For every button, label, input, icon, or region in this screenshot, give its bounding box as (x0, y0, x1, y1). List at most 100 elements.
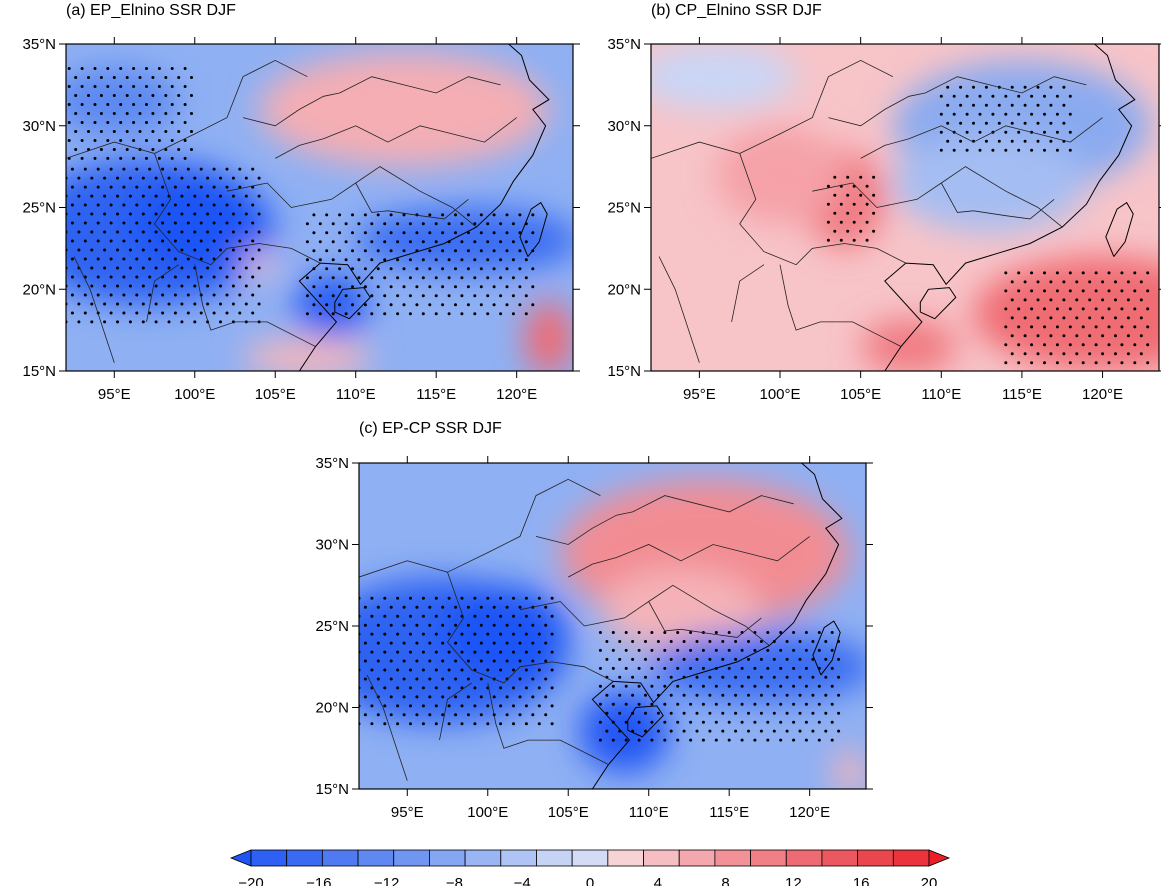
stipple-region-a-2 (305, 213, 535, 316)
field-blob-a-5 (294, 272, 369, 339)
colorbar-swatch-6 (429, 849, 466, 867)
border-line-a-5 (275, 138, 324, 159)
colorbar-swatch-18 (857, 849, 894, 867)
panel-title-c: (c) EP-CP SSR DJF (359, 420, 502, 437)
field-blob-a-2 (66, 68, 179, 134)
border-line-a-6 (339, 76, 501, 94)
lon-tick-label-b-0: 95°E (683, 386, 716, 403)
colorbar-swatch-13 (678, 849, 716, 867)
taiwan-island-c (812, 620, 841, 676)
lon-tick-label-b-3: 110°E (921, 386, 961, 403)
border-line-b-8 (731, 264, 765, 322)
border-line-a-11 (242, 92, 340, 127)
border-line-c-0 (359, 560, 614, 684)
coastlines-b (651, 44, 1136, 371)
border-line-c-6 (632, 495, 794, 513)
field-blob-c-4 (648, 630, 866, 703)
axis-ticks-c: 95°E 100°E 105°E 110°E 115°E 120°E 15°N 20°N 25°… (315, 455, 873, 821)
border-line-a-4 (323, 117, 517, 143)
stipple-region-c-1 (598, 631, 841, 742)
lat-tick-label-a-4: 35°N (22, 36, 56, 53)
lon-tick-label-a-2: 105°E (255, 386, 296, 403)
border-line-c-2 (519, 600, 681, 632)
border-line-c-4 (616, 536, 810, 562)
field-blob-b-4 (860, 318, 958, 371)
border-line-b-7 (779, 264, 902, 347)
coastlines-c (359, 463, 843, 789)
lon-tick-label-b-2: 105°E (840, 386, 881, 403)
hainan-island-b (919, 287, 957, 320)
colorbar-swatch-4 (357, 849, 395, 867)
colorbar-swatch-2 (286, 849, 323, 867)
border-line-b-5 (860, 138, 910, 159)
border-line-b-11 (828, 92, 926, 127)
lon-tick-label-a-3: 110°E (336, 386, 376, 403)
border-line-c-7 (487, 682, 609, 765)
field-blob-b-1 (892, 133, 1087, 233)
colorbar-swatch-10 (571, 849, 609, 867)
border-line-c-10 (680, 617, 762, 638)
lon-tick-label-b-5: 120°E (1082, 386, 1123, 403)
coastline-a (298, 44, 550, 371)
lon-tick-label-a-0: 95°E (98, 386, 131, 403)
border-line-c-8 (439, 682, 472, 741)
lat-tick-label-b-1: 20°N (607, 281, 641, 298)
border-line-a-7 (194, 264, 316, 347)
border-line-a-1 (154, 59, 308, 154)
colorbar-label-1: −16 (306, 875, 331, 886)
border-line-a-0 (66, 141, 321, 266)
colorbar-label-4: −4 (514, 875, 531, 886)
field-blob-b-2 (973, 256, 1159, 371)
border-line-b-1 (739, 59, 894, 154)
border-line-b-3 (941, 166, 1063, 228)
lat-tick-label-c-4: 35°N (315, 455, 349, 472)
colorbar-swatch-15 (750, 849, 787, 867)
stipple-region-a-0 (67, 67, 193, 160)
colorbar-swatch-1 (250, 849, 288, 867)
taiwan-island-b (1105, 201, 1134, 257)
border-line-b-6 (925, 76, 1087, 94)
field-blob-a-3 (259, 52, 549, 167)
colorbar-label-10: 20 (921, 875, 938, 886)
colorbar-swatch-14 (714, 849, 751, 867)
border-line-c-9 (366, 674, 408, 781)
lon-tick-label-a-5: 120°E (496, 386, 537, 403)
colorbar-label-2: −12 (374, 875, 399, 886)
lat-tick-label-a-3: 30°N (22, 118, 56, 135)
colorbar-high-end (928, 849, 951, 867)
colorbar-label-9: 16 (853, 875, 870, 886)
lon-tick-label-b-1: 100°E (760, 386, 801, 403)
lat-tick-label-a-2: 25°N (22, 200, 56, 217)
colorbar-swatch-3 (321, 849, 359, 867)
colorbar-swatch-7 (464, 849, 502, 867)
field-blob-c-5 (579, 691, 670, 773)
lon-tick-label-a-4: 115°E (416, 386, 456, 403)
border-line-a-3 (355, 166, 477, 228)
field-blob-a-8 (243, 251, 276, 278)
border-line-b-9 (658, 256, 700, 363)
axis-ticks-b: 95°E 100°E 105°E 110°E 115°E 120°E 15°N 20°N 25°… (607, 36, 1161, 403)
lon-tick-label-c-0: 95°E (391, 804, 424, 821)
border-line-b-10 (973, 198, 1055, 220)
field-blob-a-7 (243, 338, 372, 371)
colorbar-swatch-19 (892, 849, 930, 867)
colorbar-swatch-9 (536, 849, 573, 867)
border-line-c-1 (447, 478, 601, 573)
panel-b: (b) CP_Elnino SSR DJF 95°E 100°E 105°E 110°… (607, 2, 1161, 403)
border-line-c-5 (568, 557, 617, 578)
lon-tick-label-c-5: 120°E (789, 804, 830, 821)
colorbar: −20 −16 −12 −8 −4 0 4 8 12 16 20 (229, 849, 951, 886)
field-blob-c-6 (833, 748, 866, 789)
stipple-region-b-1 (826, 175, 876, 242)
panel-title-a: (a) EP_Elnino SSR DJF (66, 2, 236, 19)
stipple-region-b-0 (939, 85, 1072, 152)
lat-tick-label-c-2: 25°N (315, 618, 349, 635)
lon-tick-label-a-1: 100°E (174, 386, 215, 403)
field-blob-a-6 (524, 300, 573, 371)
border-line-a-10 (387, 198, 469, 220)
field-blob-a-4 (355, 207, 573, 273)
axis-ticks-a: 95°E 100°E 105°E 110°E 115°E 120°E 15°N 20°N 25°… (22, 36, 580, 403)
field-b (651, 44, 1159, 371)
stipple-region-a-1 (66, 167, 261, 324)
